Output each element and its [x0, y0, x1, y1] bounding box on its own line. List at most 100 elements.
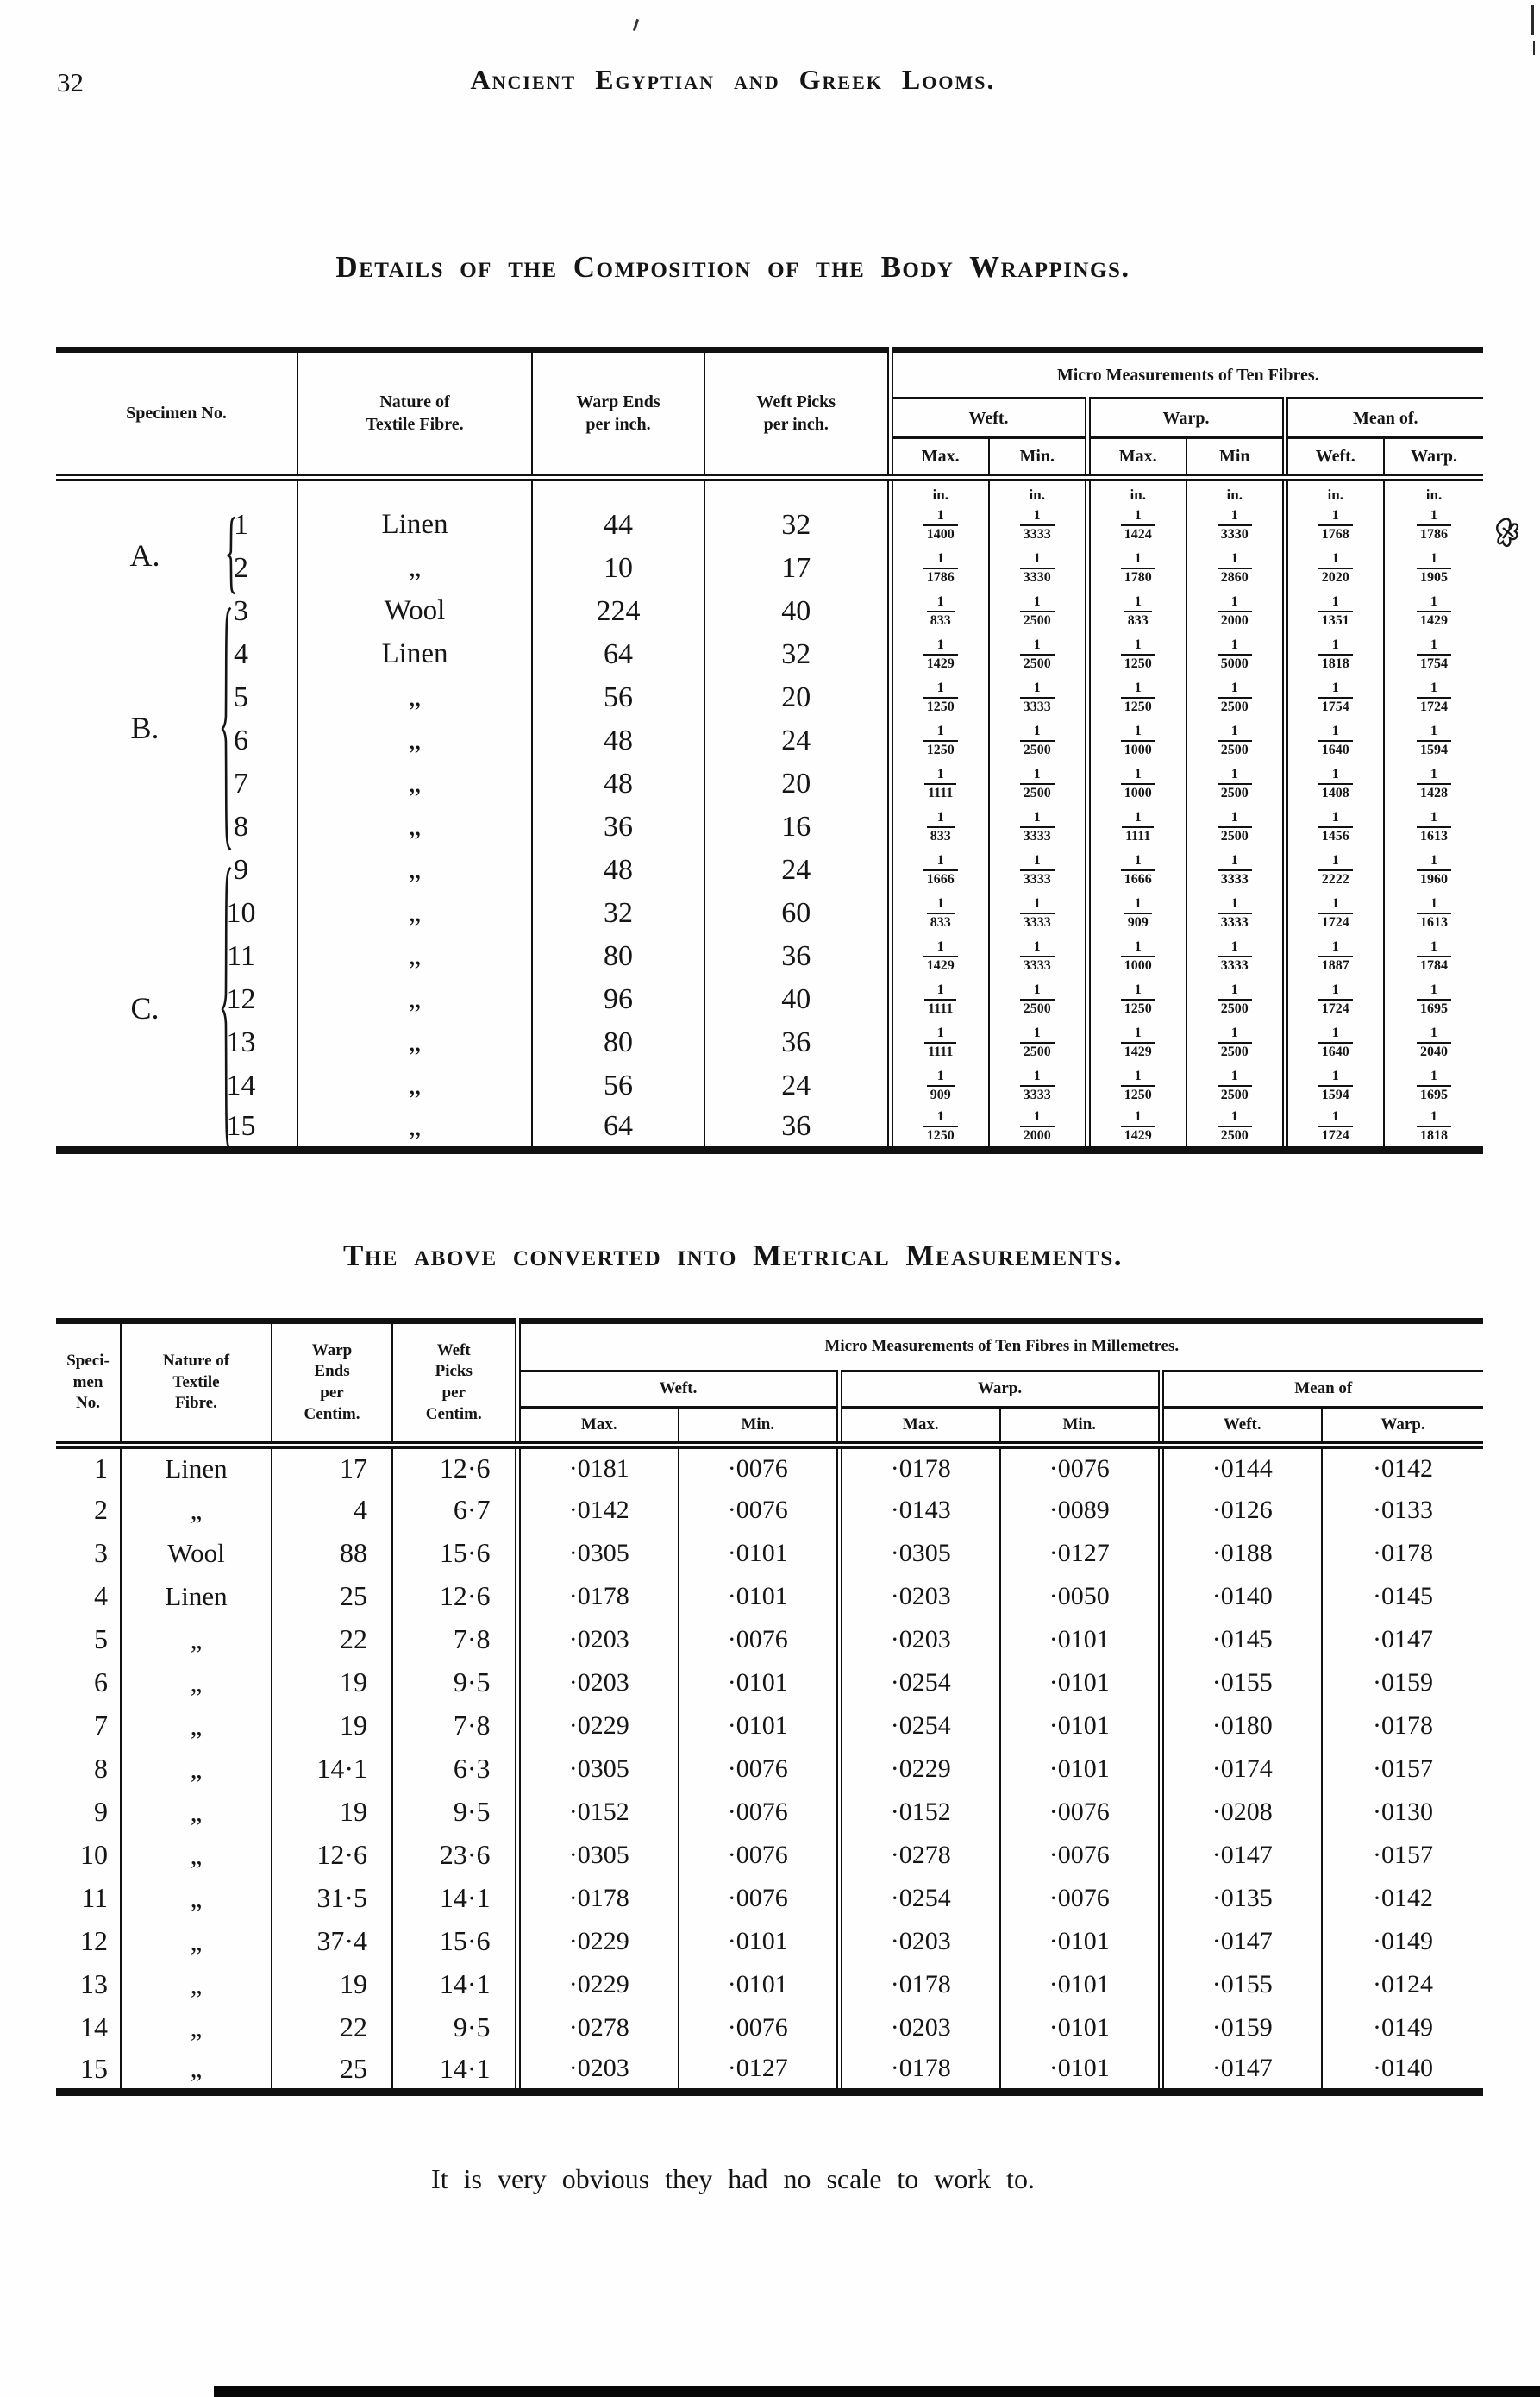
warp-max-cell: ·0143 — [836, 1488, 1000, 1532]
warp-min-cell: ·0101 — [999, 1962, 1161, 2006]
warp-min-cell: 1 5000 — [1186, 632, 1285, 676]
header-weft-group: Weft. — [886, 398, 1087, 439]
header-warp-min: Min. — [999, 1407, 1161, 1449]
weft-max-cell: ·0229 — [514, 1962, 679, 2006]
warp-min-cell: 1 3333 — [1186, 848, 1285, 892]
warp-max-cell: 1 1111 — [1084, 805, 1186, 849]
weft-max-cell: 1 1250 — [886, 718, 989, 762]
mean-weft-cell: ·0126 — [1157, 1488, 1322, 1532]
warp-ends-cell: 64 — [531, 1107, 704, 1151]
mean-weft-cell: ·0145 — [1157, 1617, 1322, 1661]
nature-cell: „ — [297, 1064, 532, 1108]
nature-cell: „ — [120, 1617, 272, 1661]
fraction: 1 1724 — [1318, 1110, 1353, 1143]
weft-min-cell: 1 3333 — [988, 503, 1087, 547]
header-mean-warp: Warp. — [1320, 1407, 1484, 1449]
specimen-group-label-a: A. — [129, 538, 160, 573]
warp-ends-cell: 22 — [271, 2005, 392, 2049]
weft-min-cell: 1 2500 — [988, 589, 1087, 633]
warp-ends-cell: 44 — [531, 503, 704, 547]
weft-picks-cell: 40 — [704, 977, 890, 1021]
mean-warp-cell: ·0124 — [1320, 1962, 1484, 2006]
table-row: 12 „ 37·4 15·6 ·0229 ·0101 ·0203 ·0101 ·… — [56, 1919, 1484, 1963]
specimen-no-cell: 13 — [226, 1026, 256, 1058]
specimen-no-cell: 5 — [234, 681, 248, 713]
ink-blot — [1496, 518, 1519, 548]
warp-min-cell: ·0089 — [999, 1488, 1161, 1532]
unit-label: in. — [886, 477, 989, 504]
fraction: 1 1250 — [1120, 681, 1155, 714]
mean-weft-cell: 1 1768 — [1281, 503, 1384, 547]
fraction: 1 2500 — [1019, 637, 1055, 671]
fraction: 1 1429 — [1120, 1026, 1155, 1059]
warp-max-cell: ·0178 — [836, 2049, 1000, 2093]
warp-max-cell: 1 1780 — [1084, 546, 1186, 590]
nature-cell: „ — [120, 1660, 272, 1704]
warp-max-cell: ·0178 — [836, 1445, 1000, 1489]
fraction: 1 2860 — [1217, 551, 1252, 585]
weft-min-cell: ·0101 — [678, 1574, 839, 1618]
mean-weft-cell: ·0180 — [1157, 1704, 1322, 1748]
weft-max-cell: 1 1429 — [886, 934, 989, 978]
header-micro-measurements: Micro Measurements of Ten Fibres in Mill… — [514, 1321, 1484, 1372]
weft-max-cell: 1 833 — [886, 891, 989, 935]
specimen-no-cell: 15 — [226, 1110, 256, 1143]
weft-max-cell: ·0305 — [514, 1833, 679, 1877]
specimen-no-cell: 10 — [226, 896, 256, 929]
nature-cell: „ — [120, 2049, 272, 2093]
mean-warp-cell: 1 1784 — [1382, 934, 1484, 978]
specimen-no-cell: 3 — [234, 594, 248, 627]
mean-warp-cell: 1 1905 — [1382, 546, 1484, 590]
mean-warp-cell: ·0142 — [1320, 1445, 1484, 1489]
nature-cell: „ — [297, 718, 532, 762]
fraction: 1 1960 — [1417, 853, 1452, 887]
header-mean-group: Mean of. — [1281, 398, 1484, 439]
weft-picks-cell: 12·6 — [391, 1574, 517, 1618]
warp-min-cell: ·0050 — [999, 1574, 1161, 1618]
mean-warp-cell: ·0145 — [1320, 1574, 1484, 1618]
warp-min-cell: ·0076 — [999, 1876, 1161, 1920]
weft-picks-cell: 14·1 — [391, 1876, 517, 1920]
mean-warp-cell: ·0157 — [1320, 1747, 1484, 1791]
fraction: 1 3333 — [1019, 508, 1055, 542]
mean-warp-cell: 1 1818 — [1382, 1107, 1484, 1151]
weft-max-cell: 1 1666 — [886, 848, 989, 892]
specimen-no-cell: 9 — [234, 853, 248, 886]
warp-min-cell: 1 3330 — [1186, 503, 1285, 547]
table2-title: The above converted into Metrical Measur… — [343, 1239, 1123, 1272]
fraction: 1 2500 — [1217, 767, 1252, 800]
fraction: 1 3333 — [1019, 853, 1055, 887]
fraction: 1 1613 — [1417, 810, 1452, 844]
weft-picks-cell: 9·5 — [391, 2005, 517, 2049]
nature-cell: „ — [120, 1790, 272, 1834]
weft-picks-cell: 14·1 — [391, 2049, 517, 2093]
fraction: 1 3333 — [1019, 810, 1055, 844]
fraction: 1 1905 — [1417, 551, 1452, 585]
mean-warp-cell: ·0159 — [1320, 1660, 1484, 1704]
mean-weft-cell: 1 1408 — [1281, 762, 1384, 806]
mean-weft-cell: 1 1818 — [1281, 632, 1384, 676]
mean-weft-cell: 1 1456 — [1281, 805, 1384, 849]
nature-cell: „ — [120, 1833, 272, 1877]
mean-weft-cell: 1 1724 — [1281, 1107, 1384, 1151]
weft-max-cell: 1 1111 — [886, 1020, 989, 1064]
fraction: 1 2040 — [1417, 1026, 1452, 1059]
warp-min-cell: 1 2860 — [1186, 546, 1285, 590]
table-row: 3 Wool 224 40 1 833 1 2500 1 833 — [56, 589, 1484, 633]
weft-min-cell: 1 2500 — [988, 718, 1087, 762]
header-weft-min: Min. — [988, 437, 1087, 481]
specimen-no-cell: 8 — [94, 1753, 108, 1784]
nature-cell: „ — [297, 848, 532, 892]
mean-weft-cell: 1 2020 — [1281, 546, 1384, 590]
weft-picks-cell: 6·7 — [391, 1488, 517, 1532]
weft-picks-cell: 32 — [704, 632, 890, 676]
fraction: 1 1111 — [924, 982, 957, 1016]
table1-title: Details of the Composition of the Body W… — [335, 250, 1130, 284]
warp-max-cell: ·0254 — [836, 1876, 1000, 1920]
weft-min-cell: 1 2500 — [988, 1020, 1087, 1064]
weft-max-cell: 1 1429 — [886, 632, 989, 676]
fraction: 1 1250 — [1120, 982, 1155, 1016]
mean-warp-cell: 1 2040 — [1382, 1020, 1484, 1064]
nature-cell: Linen — [120, 1445, 272, 1489]
